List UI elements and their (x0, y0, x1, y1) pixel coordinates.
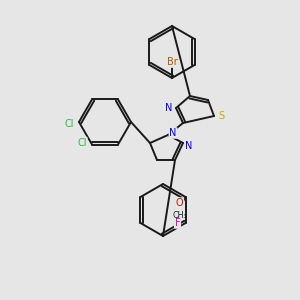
Text: O: O (176, 198, 183, 208)
Text: Cl: Cl (77, 137, 87, 148)
Text: S: S (218, 111, 224, 121)
Text: N: N (185, 141, 193, 151)
Text: Br: Br (167, 57, 177, 67)
Text: F: F (175, 218, 180, 228)
Text: N: N (169, 128, 177, 138)
Text: N: N (165, 103, 173, 113)
Text: Cl: Cl (64, 119, 74, 129)
Text: CH₃: CH₃ (172, 212, 187, 220)
